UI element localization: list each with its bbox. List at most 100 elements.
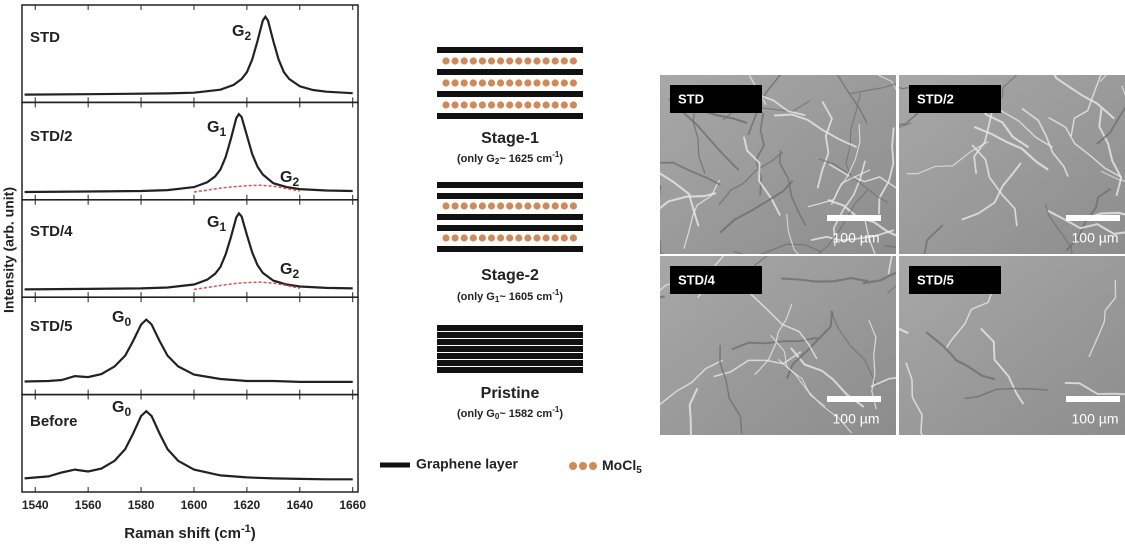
mocl5-dot bbox=[552, 234, 559, 241]
panel-label: STD/2 bbox=[30, 128, 73, 145]
mocl5-dot bbox=[452, 234, 459, 241]
mocl5-dot bbox=[561, 79, 568, 86]
mocl5-dot bbox=[524, 101, 531, 108]
mocl5-dot bbox=[461, 234, 468, 241]
mocl5-dot bbox=[461, 202, 468, 209]
panel-label: Before bbox=[30, 413, 78, 430]
sem-label: STD/2 bbox=[917, 91, 954, 106]
peak-label: G2 bbox=[280, 169, 299, 189]
graphene-layer bbox=[437, 325, 583, 331]
graphene-layer bbox=[437, 360, 583, 366]
y-axis-label: Intensity (arb. unit) bbox=[1, 187, 17, 313]
panel-label: STD/5 bbox=[30, 318, 73, 335]
x-tick-label: 1540 bbox=[22, 498, 49, 512]
mocl5-dot bbox=[561, 101, 568, 108]
sem-label: STD bbox=[678, 91, 704, 106]
mocl5-dot bbox=[552, 79, 559, 86]
panel-frame bbox=[22, 200, 358, 297]
mocl5-dot bbox=[515, 57, 522, 64]
mocl5-dot bbox=[442, 202, 449, 209]
mocl5-dot bbox=[515, 202, 522, 209]
scale-bar bbox=[827, 396, 881, 402]
mocl5-dot bbox=[497, 101, 504, 108]
mocl5-dot bbox=[561, 234, 568, 241]
mocl5-dot bbox=[515, 101, 522, 108]
mocl5-dot bbox=[543, 79, 550, 86]
mocl5-dot bbox=[506, 101, 513, 108]
mocl5-dot bbox=[524, 202, 531, 209]
mocl5-dot bbox=[442, 79, 449, 86]
mocl5-dot bbox=[533, 101, 540, 108]
spectrum-line bbox=[25, 114, 353, 192]
mocl5-dot bbox=[488, 57, 495, 64]
stage-title: Stage-1 bbox=[481, 130, 539, 147]
mocl5-dot bbox=[452, 79, 459, 86]
mocl5-dot bbox=[461, 101, 468, 108]
mocl5-dot bbox=[506, 202, 513, 209]
graphene-layer bbox=[437, 353, 583, 359]
stage-note: (only G1~ 1605 cm-1) bbox=[457, 288, 563, 304]
sem-label: STD/4 bbox=[678, 272, 716, 287]
graphene-layer bbox=[437, 91, 583, 97]
graphene-layer bbox=[437, 113, 583, 119]
sem-label: STD/5 bbox=[917, 272, 954, 287]
mocl5-dot bbox=[552, 57, 559, 64]
x-tick-label: 1660 bbox=[339, 498, 366, 512]
legend-swatch bbox=[579, 462, 587, 470]
mocl5-dot bbox=[570, 202, 577, 209]
mocl5-dot bbox=[479, 79, 486, 86]
mocl5-dot bbox=[470, 57, 477, 64]
graphene-layer bbox=[437, 193, 583, 199]
peak-label: G2 bbox=[232, 23, 251, 43]
wrinkle bbox=[1100, 2, 1125, 82]
x-axis-label: Raman shift (cm-1) bbox=[124, 523, 255, 542]
mocl5-dot bbox=[506, 57, 513, 64]
mocl5-dot bbox=[479, 234, 486, 241]
mocl5-dot bbox=[497, 57, 504, 64]
peak-label: G0 bbox=[112, 309, 131, 329]
mocl5-dot bbox=[470, 79, 477, 86]
scale-bar bbox=[1066, 396, 1120, 402]
panel-frame bbox=[22, 395, 358, 492]
x-tick-label: 1560 bbox=[75, 498, 102, 512]
mocl5-dot bbox=[543, 234, 550, 241]
mocl5-dot bbox=[461, 79, 468, 86]
legend-label: Graphene layer bbox=[416, 456, 518, 472]
stage-title: Stage-2 bbox=[481, 267, 539, 284]
peak-label: G1 bbox=[207, 119, 226, 139]
mocl5-dot bbox=[533, 57, 540, 64]
mocl5-dot bbox=[488, 202, 495, 209]
graphene-layer bbox=[437, 225, 583, 231]
diagram-legend: Graphene layer MoCl5 bbox=[380, 456, 642, 476]
stage-schematics bbox=[437, 47, 583, 373]
mocl5-dot bbox=[552, 101, 559, 108]
figure: STDG2STD/2G1G2STD/4G1G2STD/5G0BeforeG015… bbox=[0, 0, 1125, 546]
legend-swatch bbox=[589, 462, 597, 470]
mocl5-dot bbox=[479, 101, 486, 108]
graphene-layer bbox=[437, 47, 583, 53]
mocl5-dot bbox=[524, 234, 531, 241]
mocl5-dot bbox=[533, 202, 540, 209]
x-tick-label: 1600 bbox=[181, 498, 208, 512]
graphene-layer bbox=[437, 332, 583, 338]
mocl5-dot bbox=[488, 101, 495, 108]
panel-label: STD/4 bbox=[30, 223, 73, 240]
mocl5-dot bbox=[470, 101, 477, 108]
legend-swatch bbox=[569, 462, 577, 470]
mocl5-dot bbox=[561, 202, 568, 209]
mocl5-dot bbox=[552, 202, 559, 209]
mocl5-dot bbox=[488, 234, 495, 241]
mocl5-dot bbox=[570, 57, 577, 64]
mocl5-dot bbox=[561, 57, 568, 64]
mocl5-dot bbox=[524, 57, 531, 64]
mocl5-dot bbox=[461, 57, 468, 64]
stage-2-caption: Stage-2 (only G1~ 1605 cm-1) bbox=[457, 267, 563, 304]
stage-note: (only G0~ 1582 cm-1) bbox=[457, 405, 563, 421]
scale-label: 100 µm bbox=[833, 230, 880, 246]
panel-frame bbox=[22, 102, 358, 199]
panel-label: STD bbox=[30, 29, 60, 46]
mocl5-dot bbox=[533, 234, 540, 241]
mocl5-dot bbox=[479, 202, 486, 209]
graphene-layer bbox=[437, 346, 583, 352]
peak-label: G0 bbox=[112, 399, 131, 419]
